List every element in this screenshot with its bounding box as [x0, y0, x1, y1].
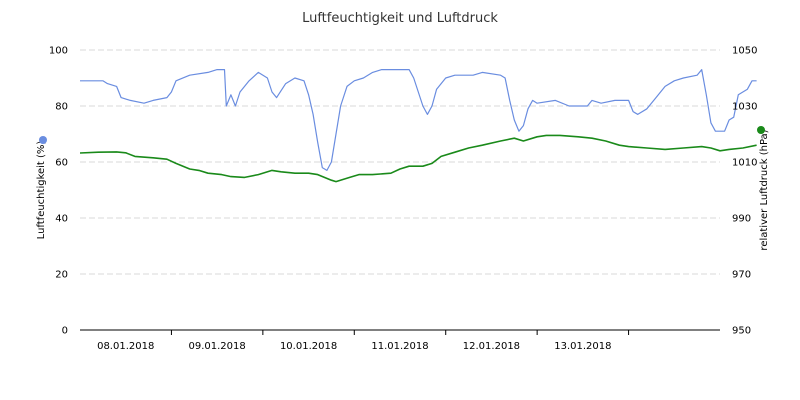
left-y-axis-ticks: 0 20 40 60 80 100	[49, 46, 68, 337]
left-y-tick-label: 20	[55, 270, 68, 281]
right-y-tick-label: 990	[732, 214, 751, 225]
right-y-tick-label: 1050	[732, 46, 757, 57]
right-y-tick-label: 970	[732, 270, 751, 281]
series-line-luftfeuchtigkeit	[80, 69, 757, 171]
humidity-legend-dot	[39, 136, 47, 144]
chart-title: Luftfeuchtigkeit und Luftdruck	[302, 11, 498, 26]
left-y-tick-label: 60	[55, 158, 68, 169]
left-y-tick-label: 0	[62, 326, 68, 337]
left-y-tick-label: 100	[49, 46, 68, 57]
right-y-tick-label: 950	[732, 326, 751, 337]
left-y-tick-label: 80	[55, 102, 68, 113]
x-tick-label: 11.01.2018	[371, 341, 428, 352]
x-tick-label: 12.01.2018	[463, 341, 520, 352]
right-y-tick-label: 1030	[732, 102, 757, 113]
right-y-tick-label: 1010	[732, 158, 757, 169]
gridlines	[80, 49, 720, 275]
left-y-axis-title: Luftfeuchtigkeit (%)	[36, 141, 47, 240]
series-line-luftdruck	[79, 134, 757, 183]
x-tick-label: 13.01.2018	[554, 341, 611, 352]
x-axis-ticks: 08.01.2018 09.01.2018 10.01.2018 11.01.2018…	[97, 330, 630, 352]
x-tick-label: 09.01.2018	[189, 341, 246, 352]
right-y-axis-title: relativer Luftdruck (hPa)	[759, 129, 770, 250]
left-y-tick-label: 40	[55, 214, 68, 225]
x-tick-label: 08.01.2018	[97, 341, 154, 352]
pressure-legend-dot	[757, 126, 765, 134]
right-y-axis-ticks: 950 970 990 1010 1030 1050	[732, 46, 757, 337]
series-lines	[79, 69, 757, 183]
x-tick-label: 10.01.2018	[280, 341, 337, 352]
